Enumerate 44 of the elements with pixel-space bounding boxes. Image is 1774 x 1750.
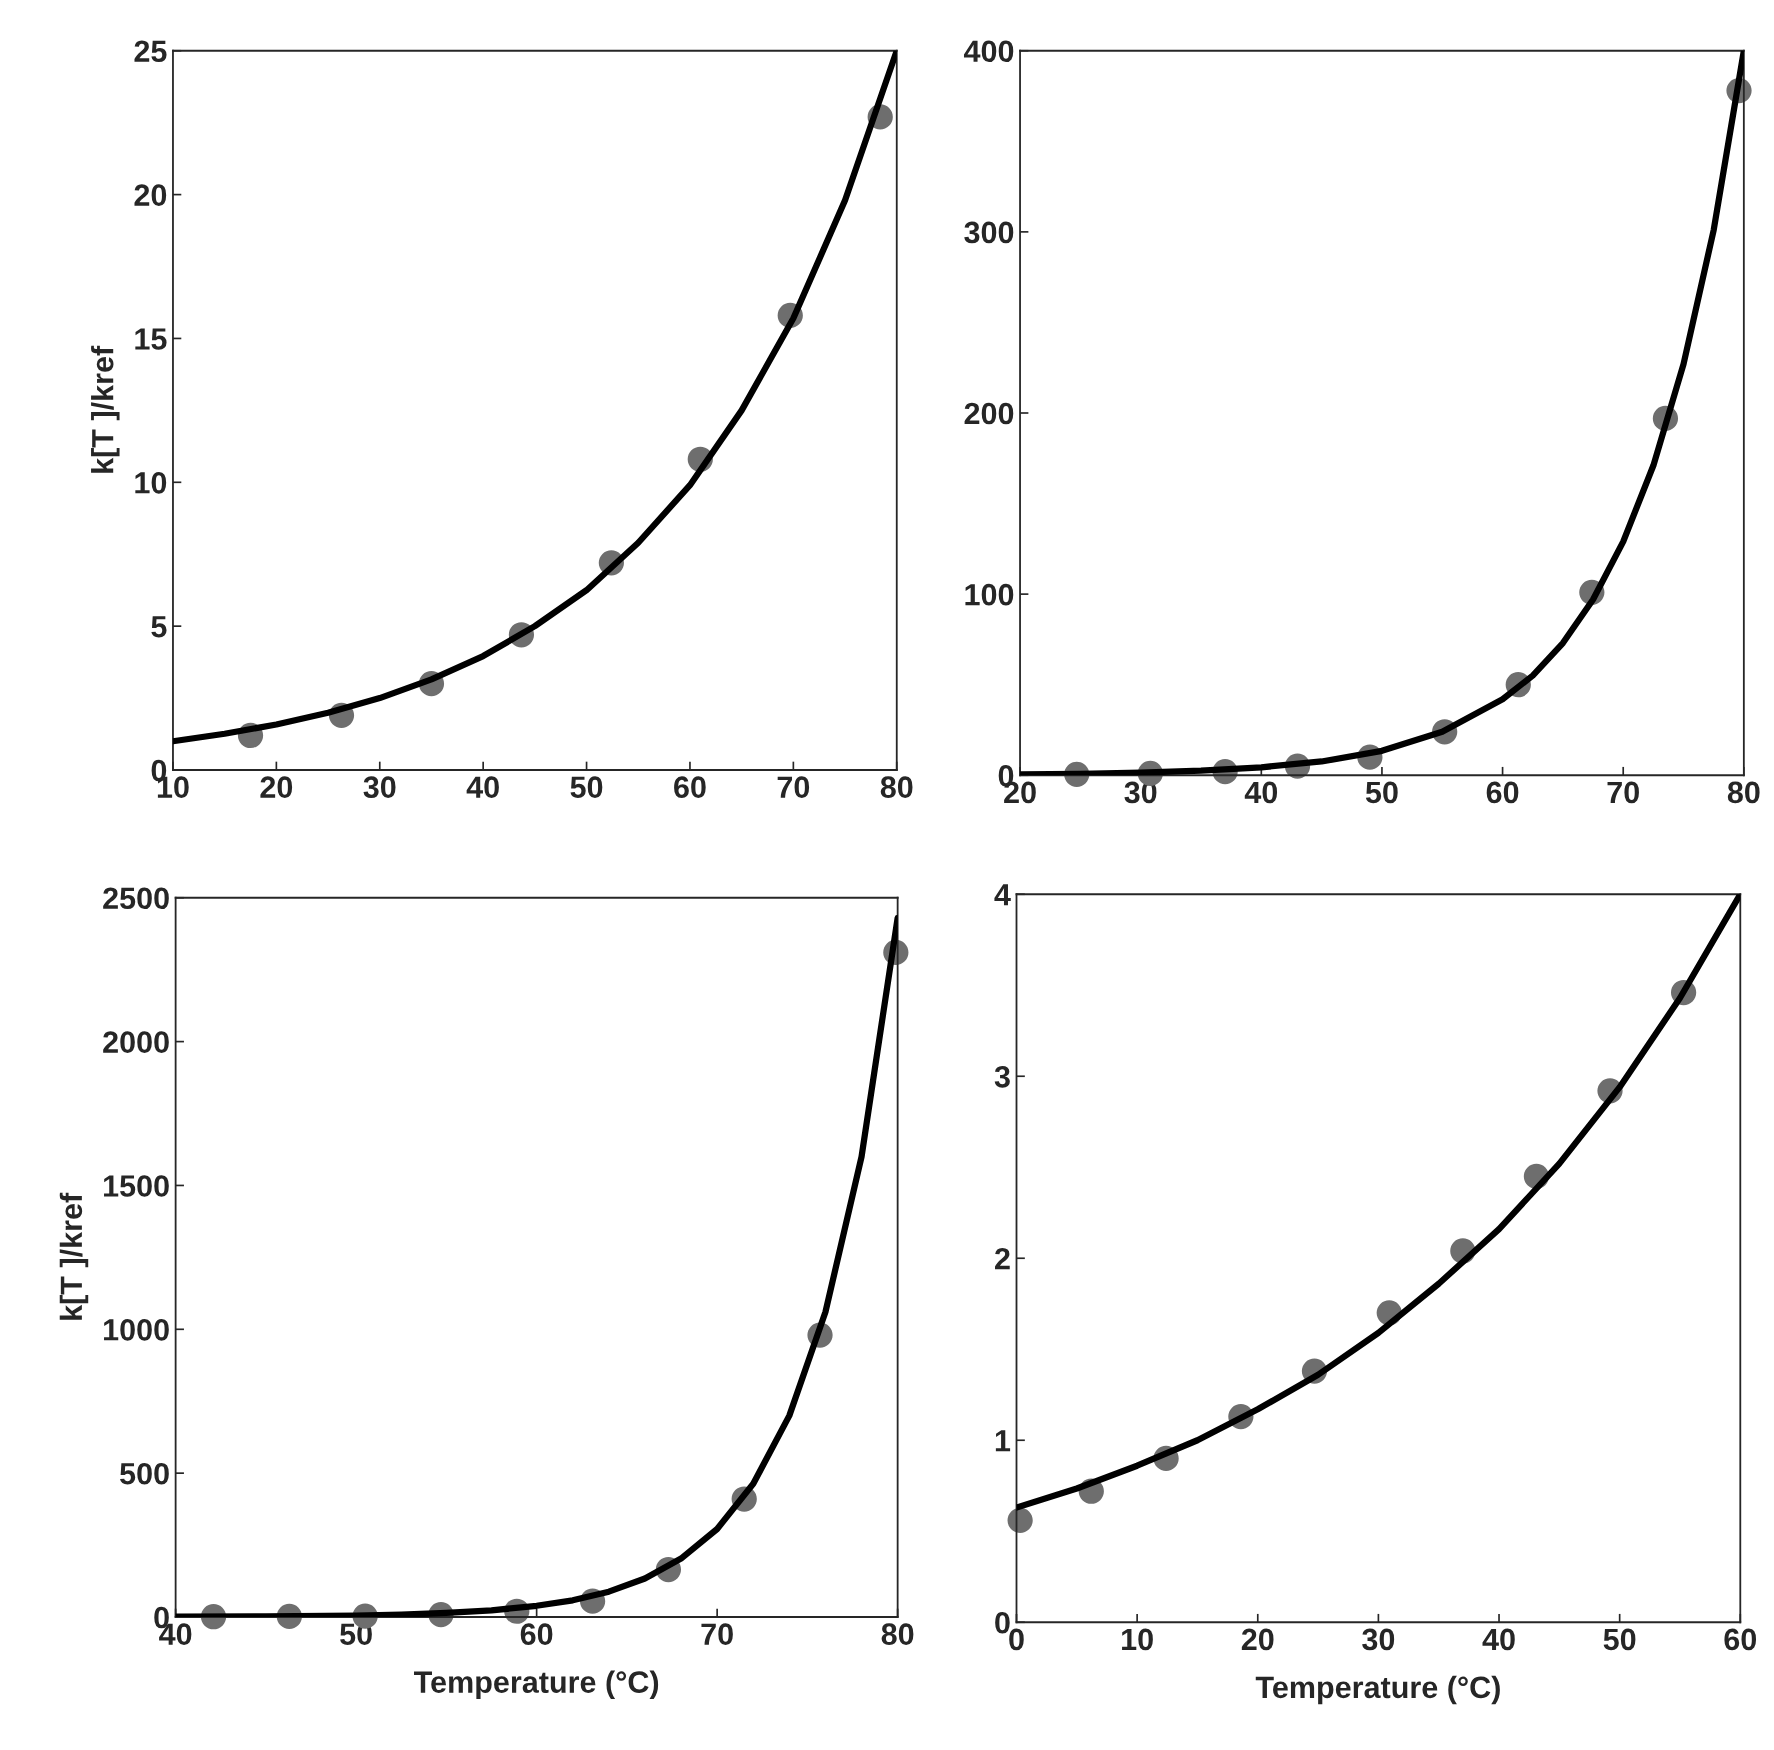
y-tick-label: 500 <box>120 1462 169 1485</box>
y-tick-label: 15 <box>135 328 167 350</box>
y-tick-label: 1 <box>995 1430 1011 1452</box>
y-tick-label: 25 <box>134 40 167 63</box>
x-tick-label: 60 <box>1724 1628 1757 1651</box>
y-tick-label: 20 <box>134 184 167 206</box>
x-tick-label: 70 <box>1607 781 1639 804</box>
x-tick-label: 30 <box>1362 1628 1395 1651</box>
y-tick-label: 1500 <box>104 1175 169 1197</box>
x-tick-label: 20 <box>1241 1628 1274 1651</box>
y-tick-label: 5 <box>151 616 167 638</box>
x-axis-title: Temperature (°C) <box>1255 1675 1500 1705</box>
y-tick-label: 200 <box>964 402 1014 425</box>
y-tick-label: 300 <box>964 221 1014 244</box>
x-tick-label: 50 <box>1603 1628 1636 1651</box>
x-tick-label: 60 <box>674 776 706 798</box>
x-tick-label: 50 <box>1365 781 1398 804</box>
x-tick-label: 70 <box>777 776 810 798</box>
y-tick-label: 400 <box>963 40 1014 63</box>
x-axis-title: Temperature (°C) <box>414 1670 659 1699</box>
x-tick-label: 30 <box>363 776 396 799</box>
y-axis-title: k[T ]/kref <box>91 345 120 473</box>
x-tick-label: 60 <box>520 1623 553 1645</box>
y-tick-label: 2500 <box>103 887 169 910</box>
y-tick-label: 2000 <box>103 1031 169 1053</box>
x-tick-label: 60 <box>1486 781 1519 804</box>
x-tick-label: 20 <box>260 776 293 798</box>
x-tick-label: 40 <box>1244 781 1278 804</box>
x-tick-label: 50 <box>570 776 603 798</box>
x-tick-label: 40 <box>1482 1628 1515 1651</box>
point <box>1007 1507 1033 1533</box>
y-axis-title: k[T ]/kref <box>59 1192 89 1320</box>
x-tick-label: 10 <box>1122 1628 1153 1651</box>
x-tick-label: 80 <box>880 776 913 798</box>
x-tick-label: 40 <box>466 776 499 798</box>
y-tick-label: 3 <box>994 1065 1010 1088</box>
x-tick-label: 70 <box>701 1623 733 1645</box>
y-tick-label: 1000 <box>104 1319 169 1341</box>
y-tick-label: 10 <box>135 472 167 494</box>
y-tick-label: 100 <box>965 583 1014 606</box>
x-tick-label: 80 <box>1727 781 1760 804</box>
y-tick-label: 2 <box>995 1247 1010 1270</box>
x-tick-label: 80 <box>881 1623 914 1645</box>
y-tick-label: 4 <box>994 884 1011 906</box>
